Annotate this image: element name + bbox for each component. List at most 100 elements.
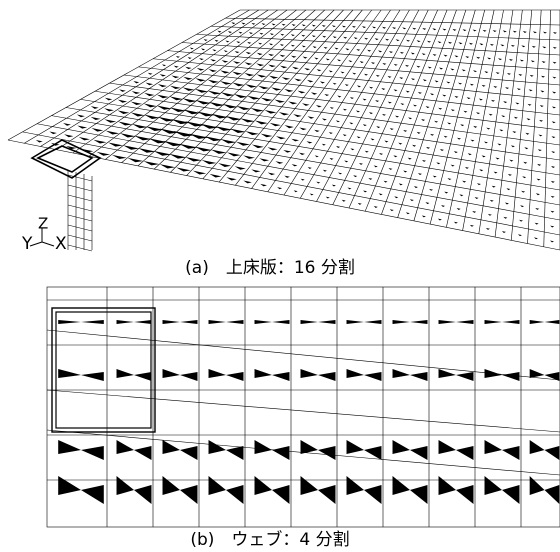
stress-arrow bbox=[393, 369, 428, 381]
stress-arrow bbox=[411, 53, 415, 55]
stress-arrow bbox=[197, 68, 205, 71]
stress-arrow bbox=[485, 369, 520, 381]
stress-arrow bbox=[347, 188, 351, 190]
stress-arrow bbox=[158, 84, 167, 87]
stress-arrow bbox=[324, 94, 329, 96]
stress-arrow bbox=[236, 142, 250, 146]
stress-arrow bbox=[224, 50, 228, 52]
stress-arrow bbox=[523, 31, 527, 33]
stress-arrow bbox=[410, 199, 414, 201]
stress-arrow bbox=[435, 80, 439, 82]
stress-arrow bbox=[170, 86, 181, 89]
stress-arrow bbox=[529, 89, 533, 91]
mesh-line bbox=[37, 124, 560, 220]
stress-arrow bbox=[279, 55, 285, 57]
stress-arrow bbox=[454, 55, 458, 57]
stress-arrow bbox=[58, 320, 104, 324]
stress-arrow bbox=[49, 131, 56, 134]
stress-arrow bbox=[280, 34, 284, 36]
stress-arrow bbox=[509, 160, 513, 162]
stress-arrow bbox=[117, 440, 152, 460]
stress-arrow bbox=[470, 225, 474, 227]
stress-arrow bbox=[379, 153, 383, 155]
stress-arrow bbox=[428, 67, 432, 69]
stress-arrow bbox=[400, 52, 404, 54]
stress-arrow bbox=[463, 111, 467, 113]
stress-arrow bbox=[441, 205, 445, 207]
stress-arrow bbox=[507, 73, 511, 75]
stress-arrow bbox=[488, 214, 492, 216]
stress-arrow bbox=[358, 203, 362, 205]
stress-arrow bbox=[77, 126, 87, 129]
stress-arrow bbox=[268, 147, 278, 150]
stress-arrow bbox=[418, 92, 422, 94]
stress-arrow bbox=[317, 69, 322, 71]
stress-arrow bbox=[301, 320, 336, 324]
stress-arrow bbox=[144, 93, 154, 96]
stress-arrow bbox=[375, 38, 379, 40]
stress-arrow bbox=[396, 39, 400, 41]
stress-arrow bbox=[543, 32, 547, 34]
stress-arrow bbox=[359, 163, 363, 165]
stress-arrow bbox=[322, 144, 326, 146]
stress-arrow bbox=[381, 88, 385, 90]
stress-arrow bbox=[302, 103, 310, 106]
highlight-box-outer bbox=[52, 308, 155, 432]
stress-arrow bbox=[217, 31, 221, 33]
stress-arrow bbox=[430, 134, 434, 136]
stress-arrow bbox=[159, 129, 179, 134]
stress-arrow bbox=[388, 168, 392, 170]
stress-arrow bbox=[241, 23, 245, 25]
stress-arrow bbox=[371, 62, 375, 64]
stress-arrow bbox=[301, 179, 305, 181]
stress-arrow bbox=[505, 203, 509, 205]
stress-arrow bbox=[490, 200, 494, 202]
stress-arrow bbox=[230, 129, 246, 133]
stress-arrow bbox=[398, 143, 402, 145]
stress-arrow bbox=[485, 440, 520, 460]
stress-arrow bbox=[512, 131, 516, 133]
stress-arrow bbox=[247, 96, 260, 100]
stress-arrow bbox=[433, 54, 437, 56]
stress-arrow bbox=[553, 62, 557, 64]
stress-arrow bbox=[131, 102, 142, 105]
stress-arrow bbox=[422, 215, 426, 217]
stress-arrow bbox=[491, 100, 495, 102]
stress-arrow bbox=[284, 125, 293, 128]
mesh-line bbox=[68, 185, 92, 191]
stress-arrow bbox=[452, 29, 456, 31]
stress-arrow bbox=[250, 108, 264, 112]
stress-arrow bbox=[176, 167, 191, 171]
stress-arrow bbox=[457, 138, 461, 140]
stress-arrow bbox=[400, 103, 404, 105]
figure: Y Z X (a) 上床版：16 分割 (b) ウェブ：4 分割 bbox=[0, 0, 560, 552]
stress-arrow bbox=[413, 105, 417, 107]
stress-arrow bbox=[163, 141, 183, 146]
stress-arrow bbox=[551, 181, 555, 183]
stress-arrow bbox=[276, 136, 286, 139]
stress-arrow bbox=[225, 41, 229, 43]
stress-arrow bbox=[195, 78, 205, 81]
stress-arrow bbox=[320, 81, 325, 83]
stress-arrow bbox=[444, 192, 448, 194]
stress-arrow bbox=[465, 56, 469, 58]
stress-arrow bbox=[378, 50, 382, 52]
stress-arrow bbox=[210, 59, 216, 61]
stress-arrow bbox=[316, 182, 320, 184]
stress-arrow bbox=[215, 40, 219, 42]
stress-arrow bbox=[439, 320, 474, 324]
stress-arrow bbox=[261, 98, 273, 102]
stress-arrow bbox=[492, 186, 496, 188]
stress-arrow bbox=[426, 147, 430, 149]
mesh-line bbox=[68, 215, 92, 221]
stress-arrow bbox=[375, 100, 379, 102]
stress-arrow bbox=[209, 320, 244, 324]
stress-arrow bbox=[312, 25, 316, 27]
stress-arrow bbox=[454, 96, 458, 98]
stress-arrow bbox=[259, 33, 263, 35]
stress-arrow bbox=[279, 112, 289, 115]
stress-arrow bbox=[442, 95, 446, 97]
stress-arrow bbox=[522, 176, 526, 178]
stress-arrow bbox=[231, 22, 235, 24]
stress-arrow bbox=[283, 150, 291, 153]
